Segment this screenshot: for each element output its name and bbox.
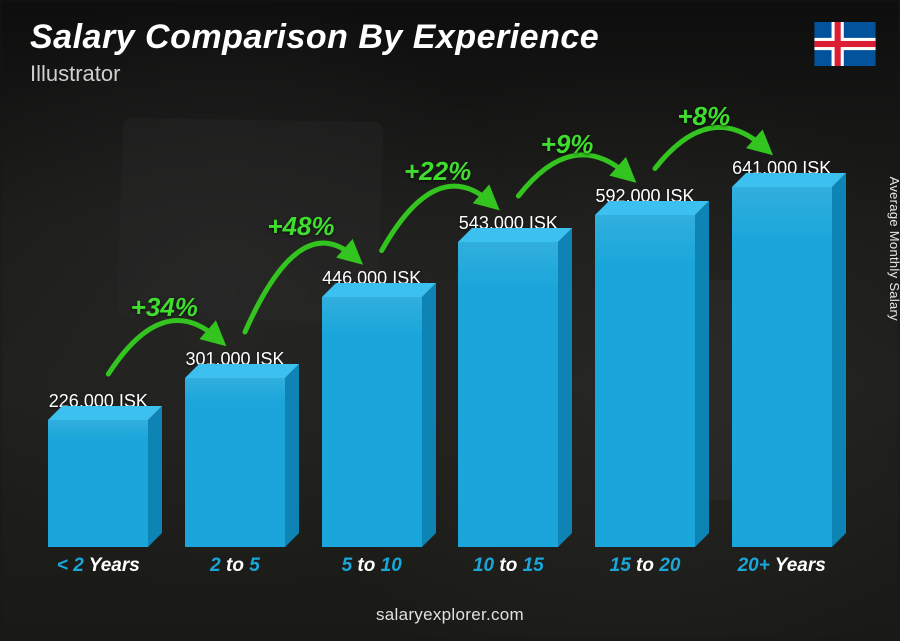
increase-pct-label: +48% — [267, 211, 334, 242]
bar-side — [285, 364, 299, 547]
bar — [48, 420, 148, 547]
bar-category-label: < 2 Years — [30, 555, 167, 577]
bar-category-label: 2 to 5 — [167, 555, 304, 577]
bar-top — [595, 201, 709, 215]
increase-pct-label: +34% — [131, 292, 198, 323]
bar-top — [458, 228, 572, 242]
footer-attribution: salaryexplorer.com — [0, 605, 900, 625]
bar-side — [832, 173, 846, 547]
y-axis-label: Average Monthly Salary — [887, 176, 900, 320]
bar — [322, 297, 422, 547]
bar-side — [422, 283, 436, 547]
bar-slot: 446,000 ISK — [303, 268, 440, 547]
bar-slot: 226,000 ISK — [30, 391, 167, 547]
bars-row: 226,000 ISK301,000 ISK446,000 ISK543,000… — [30, 127, 850, 547]
bar-side — [695, 201, 709, 547]
bar-category-label: 10 to 15 — [440, 555, 577, 577]
bar-slot: 543,000 ISK — [440, 213, 577, 547]
bar-top — [48, 406, 162, 420]
bar-front — [185, 378, 285, 547]
bar-category-label: 20+ Years — [713, 555, 850, 577]
bar-category-label: 15 to 20 — [577, 555, 714, 577]
bar-slot: 641,000 ISK — [713, 158, 850, 547]
bar-front — [48, 420, 148, 547]
bar — [185, 378, 285, 547]
iceland-flag-icon — [814, 22, 876, 66]
increase-pct-label: +22% — [404, 156, 471, 187]
bar-top — [732, 173, 846, 187]
bar — [458, 242, 558, 547]
bar-front — [732, 187, 832, 547]
page-subtitle: Illustrator — [30, 61, 599, 87]
bar-top — [322, 283, 436, 297]
bar-side — [558, 228, 572, 547]
bar-side — [148, 406, 162, 547]
bar-slot: 592,000 ISK — [577, 186, 714, 547]
bar-category-label: 5 to 10 — [303, 555, 440, 577]
salary-chart: 226,000 ISK301,000 ISK446,000 ISK543,000… — [30, 100, 850, 577]
bar — [595, 215, 695, 547]
bar — [732, 187, 832, 547]
bar-slot: 301,000 ISK — [167, 349, 304, 547]
increase-pct-label: +8% — [677, 101, 730, 132]
flag-cross-v-inner — [835, 22, 841, 66]
header: Salary Comparison By Experience Illustra… — [30, 18, 599, 87]
bar-front — [322, 297, 422, 547]
bar-front — [458, 242, 558, 547]
increase-pct-label: +9% — [541, 129, 594, 160]
labels-row: < 2 Years2 to 55 to 1010 to 1515 to 2020… — [30, 555, 850, 577]
bar-front — [595, 215, 695, 547]
page-title: Salary Comparison By Experience — [30, 18, 599, 57]
bar-top — [185, 364, 299, 378]
flag-cross-h-inner — [814, 41, 875, 47]
